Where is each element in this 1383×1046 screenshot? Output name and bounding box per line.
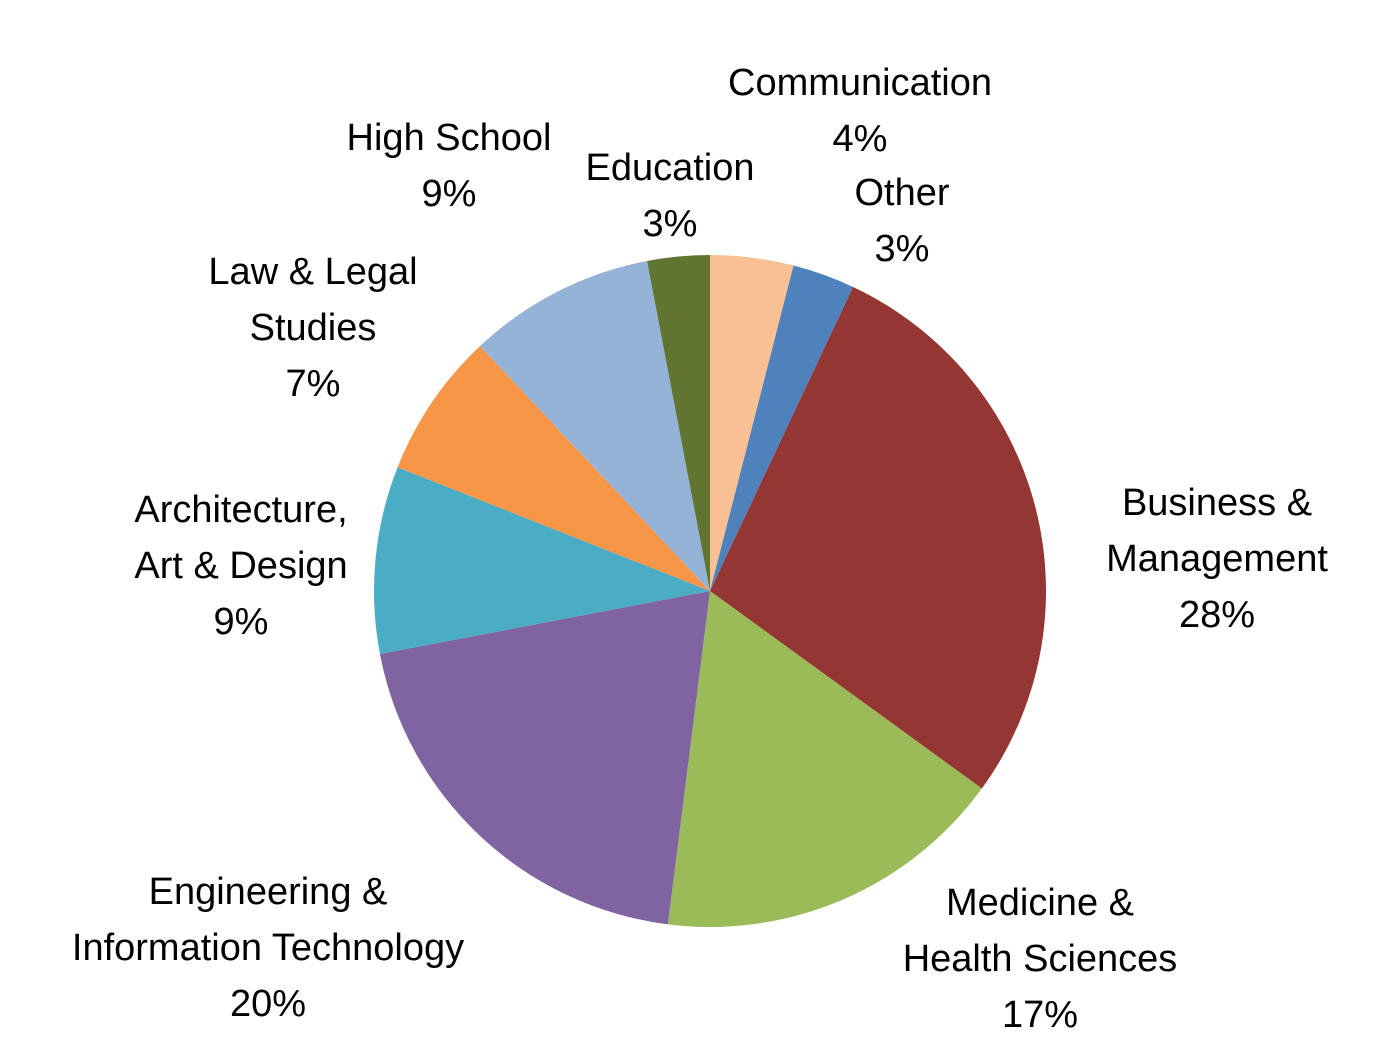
slice-percent-label: 4% <box>833 118 888 160</box>
slice-percent-label: 9% <box>422 173 477 215</box>
pie-slices <box>374 255 1047 927</box>
slice-category-label: Business & <box>1122 482 1312 524</box>
slice-category-label: Management <box>1106 538 1328 580</box>
pie-slice-high-school <box>479 260 710 591</box>
slice-category-label: Education <box>585 147 754 189</box>
slice-label-architecture-art-design: Architecture, Art & Design 9% <box>134 489 347 643</box>
slice-percent-label: 7% <box>286 363 341 405</box>
pie-slice-education <box>647 255 710 591</box>
pie-slice-business-management <box>710 286 1047 789</box>
slice-label-high-school: High School 9% <box>347 117 552 215</box>
slice-percent-label: 20% <box>230 983 306 1025</box>
slice-category-label: Other <box>854 172 949 214</box>
pie-slice-law-legal-studies <box>397 346 710 591</box>
slice-category-label: Communication <box>728 62 992 104</box>
slice-category-label: High School <box>347 117 552 159</box>
slice-category-label: Engineering & <box>149 871 388 913</box>
slice-label-engineering-information-technology: Engineering & Information Technology 20% <box>72 871 464 1025</box>
slice-label-other: Other 3% <box>854 172 949 270</box>
slice-label-law-legal-studies: Law & Legal Studies 7% <box>208 251 417 405</box>
pie-slice-architecture-art-design <box>374 467 710 654</box>
slice-category-label: Architecture, <box>134 489 347 531</box>
slice-percent-label: 3% <box>875 228 930 270</box>
pie-slice-medicine-health-sciences <box>667 591 982 927</box>
pie-slice-engineering-information-technology <box>379 591 710 925</box>
slice-category-label: Medicine & <box>946 882 1134 924</box>
slice-category-label: Law & Legal <box>208 251 417 293</box>
slice-percent-label: 28% <box>1179 594 1255 636</box>
slice-label-medicine-health-sciences: Medicine & Health Sciences 17% <box>903 882 1178 1036</box>
slice-category-label: Art & Design <box>134 545 347 587</box>
slice-label-business-management: Business & Management 28% <box>1106 482 1328 636</box>
pie-slice-other <box>710 265 854 591</box>
slice-category-label: Health Sciences <box>903 938 1178 980</box>
slice-category-label: Studies <box>250 307 377 349</box>
slice-label-education: Education 3% <box>585 147 754 245</box>
pie-labels: Communication 4% Other 3% Business & Manageme… <box>72 62 1328 1036</box>
slice-category-label: Information Technology <box>72 927 464 969</box>
slice-percent-label: 9% <box>214 601 269 643</box>
slice-label-communication: Communication 4% <box>728 62 992 160</box>
pie-slice-communication <box>710 255 794 591</box>
slice-percent-label: 17% <box>1002 994 1078 1036</box>
slice-percent-label: 3% <box>643 203 698 245</box>
